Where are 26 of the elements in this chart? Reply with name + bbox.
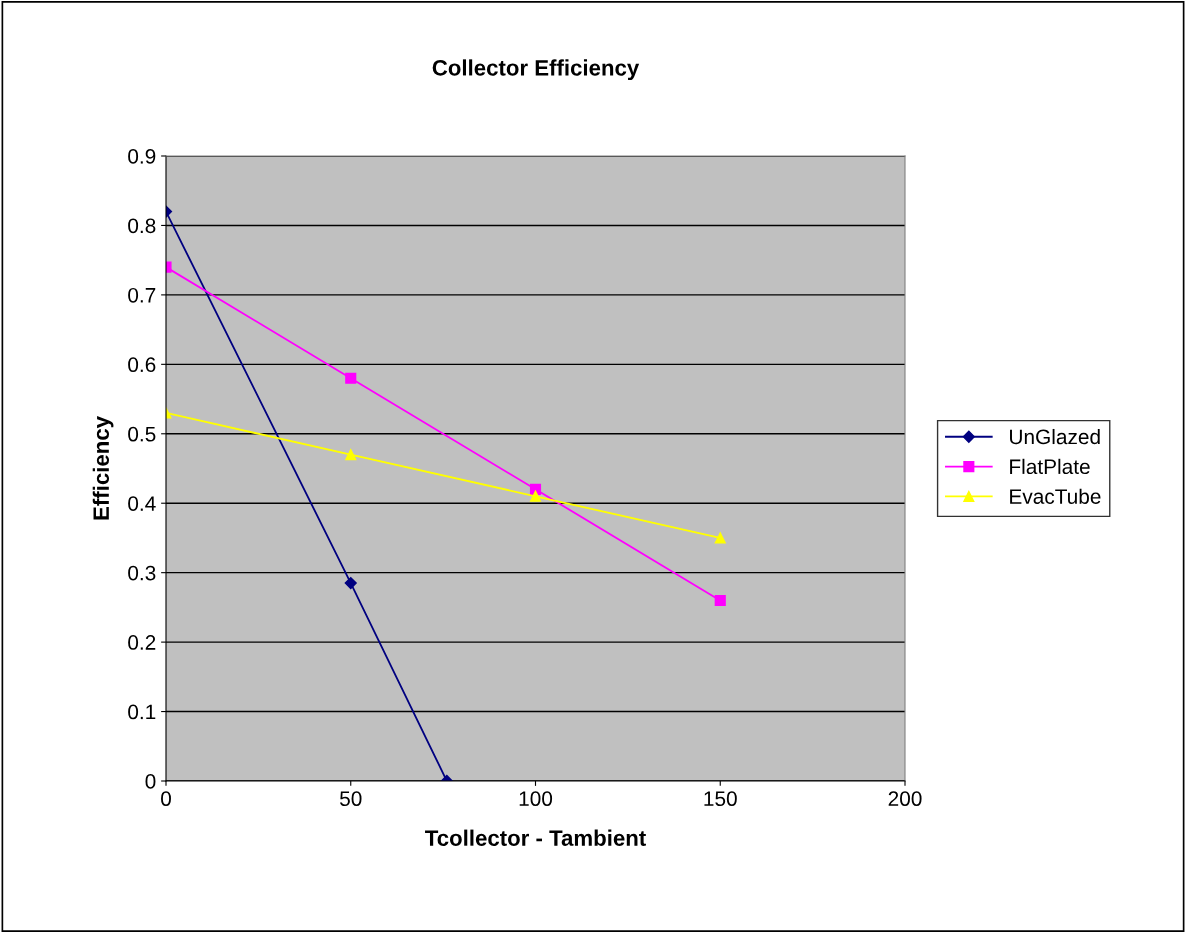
x-tick-label: 150 — [704, 791, 737, 807]
x-tick-label: 50 — [340, 791, 362, 807]
y-tick-label: 0.2 — [128, 635, 156, 650]
x-tick-label: 0 — [161, 791, 171, 807]
point — [714, 594, 726, 607]
y-tick-label: 0 — [145, 774, 156, 789]
point — [345, 449, 357, 461]
x-tick-label: 200 — [888, 791, 922, 807]
y-tick-label: 0.1 — [128, 704, 156, 720]
y-tick-label: 0.4 — [128, 496, 156, 511]
y-tick-label: 0.8 — [128, 218, 156, 234]
y-tick-label: 0.5 — [128, 426, 156, 442]
chart-title: Collector Efficiency — [432, 59, 640, 81]
point — [345, 372, 357, 384]
y-tick-label: 0.3 — [128, 565, 156, 581]
y-tick-label: 0.9 — [128, 149, 156, 164]
x-axis-title: Tcollector - Tambient — [425, 829, 646, 846]
point — [529, 490, 542, 502]
point — [714, 532, 726, 544]
y-tick-label: 0.7 — [128, 287, 156, 303]
x-tick-label: 100 — [519, 791, 553, 807]
y-axis-title: Efficiency — [92, 416, 114, 520]
y-tick-label: 0.6 — [128, 357, 156, 373]
legend-label: UnGlazed — [1010, 428, 1100, 445]
legend-label: FlatPlate — [1010, 458, 1090, 475]
legend-label: EvacTube — [1010, 488, 1101, 504]
